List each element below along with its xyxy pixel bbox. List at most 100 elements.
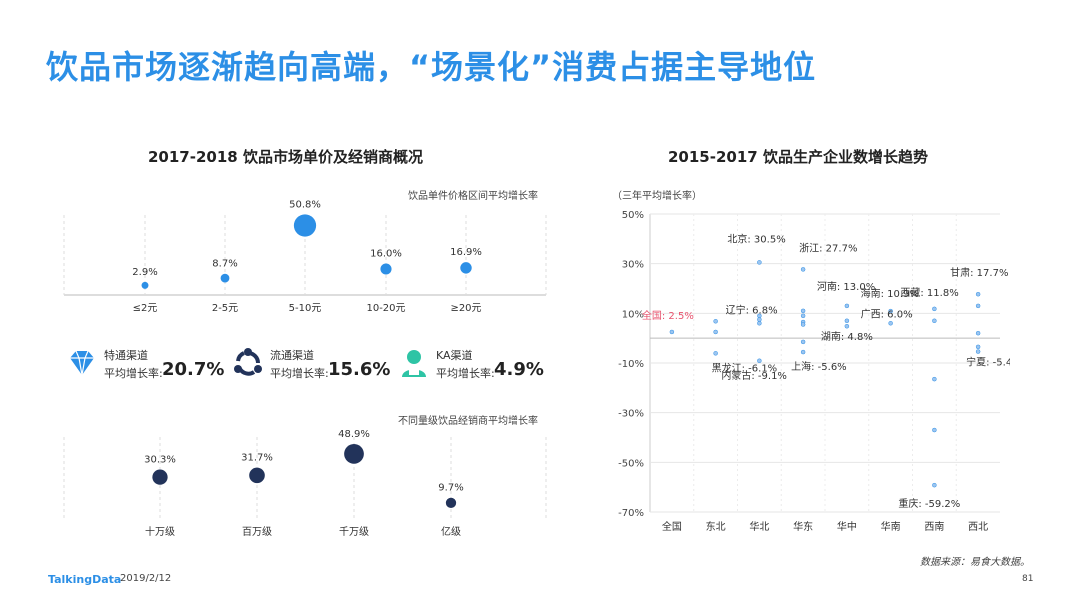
price-category-label: 5-10元 [289, 303, 322, 314]
price-category-label: 2-5元 [212, 303, 238, 314]
region-annotation: 广西: 6.0% [861, 308, 913, 320]
channel-growth-value: 4.9% [494, 359, 544, 380]
price-point [141, 281, 149, 289]
price-value-label: 2.9% [132, 267, 157, 278]
region-point [800, 339, 806, 345]
region-point [844, 318, 850, 324]
price-value-label: 8.7% [212, 259, 237, 270]
region-point [713, 329, 718, 335]
region-point [975, 303, 981, 309]
price-value-label: 16.0% [370, 248, 402, 259]
y-tick-label: -10% [618, 359, 644, 370]
region-annotation: 河南: 13.0% [817, 280, 875, 293]
region-point [888, 308, 893, 314]
dealer-growth-chart: 30.3% 十万级 31.7% 百万级 48.9% 千万级 9.7% 亿级 [63, 429, 547, 538]
y-tick-label: -30% [618, 409, 644, 420]
dealer-value-label: 9.7% [438, 483, 463, 494]
y-unit-label: （三年平均增长率） [612, 191, 702, 202]
x-category-label: 华南 [881, 520, 901, 533]
region-growth-chart: 50% 30% 10% -10% -30% -50% -70% 全国 东北 华北 华东 华中 华南 西南 西… [618, 210, 1010, 533]
dealer-value-label: 30.3% [144, 454, 176, 465]
brand-logo: TalkingData [48, 573, 122, 586]
channel-name: 特通渠道 [104, 349, 148, 362]
channel-growth-value: 15.6% [328, 359, 391, 380]
page-title: 饮品市场逐渐趋向高端，“场景化”消费占据主导地位 [46, 48, 817, 86]
price-category-label: ≥20元 [450, 303, 481, 314]
dealer-category-label: 十万级 [145, 525, 175, 538]
y-tick-label: 50% [622, 210, 644, 221]
price-category-label: ≤2元 [133, 303, 158, 314]
region-annotation: 宁夏: -5.4% [966, 356, 1010, 369]
region-annotation: 甘肃: 17.7% [950, 266, 1008, 279]
region-point [757, 317, 762, 322]
dealer-chart-note: 不同量级饮品经销商平均增长率 [398, 416, 538, 427]
region-annotation: 黑龙江: -6.1% [712, 361, 778, 374]
y-tick-label: 30% [622, 260, 644, 271]
region-annotation: 辽宁: 6.8% [726, 303, 778, 316]
diamond-icon [70, 350, 94, 376]
region-point [932, 318, 937, 324]
dealer-category-label: 亿级 [441, 525, 461, 538]
region-point [757, 260, 762, 265]
y-tick-label: -70% [618, 508, 644, 519]
region-annotation: 上海: -5.6% [791, 360, 847, 373]
channel-growth-value: 20.7% [162, 359, 225, 380]
network-icon [234, 348, 262, 376]
price-point [293, 214, 317, 237]
channel-growth-label: 平均增长率: [436, 367, 495, 380]
region-point [800, 313, 806, 319]
footer-date: 2019/2/12 [120, 573, 172, 584]
right-section-title: 2015-2017 饮品生产企业数增长趋势 [668, 148, 928, 166]
price-category-label: 10-20元 [366, 303, 405, 314]
page-number: 81 [1022, 574, 1034, 584]
person-icon [402, 350, 426, 377]
channel-name: KA渠道 [436, 349, 473, 362]
dealer-category-label: 百万级 [242, 526, 272, 538]
region-point [844, 323, 850, 329]
region-point [932, 482, 937, 488]
x-category-label: 华北 [749, 520, 769, 533]
region-point [975, 330, 981, 336]
source-note: 数据来源：易食大数据。 [920, 557, 1030, 568]
dealer-category-label: 千万级 [339, 526, 369, 538]
region-annotation: 重庆: -59.2% [898, 497, 960, 510]
x-category-label: 华东 [793, 520, 813, 533]
x-category-label: 东北 [706, 520, 726, 533]
channel-name: 流通渠道 [270, 349, 314, 362]
region-point [975, 344, 981, 350]
price-value-label: 50.8% [289, 200, 321, 210]
x-category-label: 全国 [662, 520, 682, 533]
left-section-title: 2017-2018 饮品市场单价及经销商概况 [148, 148, 423, 166]
region-point [932, 376, 937, 382]
price-growth-chart: 2.9% ≤2元 8.7% 2-5元 50.8% 5-10元 16.0% 10-20元 16.9… [63, 200, 547, 314]
dealer-point [445, 497, 457, 509]
price-point [220, 273, 230, 283]
dealer-point [152, 469, 168, 485]
region-point [713, 319, 718, 324]
price-chart-note: 饮品单件价格区间平均增长率 [408, 191, 538, 202]
region-point [975, 291, 981, 297]
region-point [844, 303, 850, 309]
region-annotation: 湖南: 4.8% [821, 330, 873, 343]
channel-growth-label: 平均增长率: [104, 367, 163, 380]
region-annotation: 西藏: 11.8% [900, 287, 958, 299]
region-annotation: 全国: 2.5% [642, 309, 694, 322]
region-annotation: 内蒙古: -9.1% [721, 369, 787, 382]
region-annotation: 浙江: 27.7% [799, 242, 857, 254]
dealer-value-label: 48.9% [338, 429, 370, 440]
x-category-label: 西北 [968, 521, 988, 533]
y-tick-label: -50% [618, 458, 644, 469]
x-category-label: 华中 [837, 520, 857, 533]
x-category-label: 西南 [924, 520, 944, 533]
region-point [757, 321, 762, 326]
y-tick-label: 10% [622, 309, 644, 320]
region-point [713, 351, 718, 356]
price-point [460, 262, 472, 274]
dealer-value-label: 31.7% [241, 453, 273, 464]
region-point [888, 321, 893, 326]
region-point [975, 349, 981, 354]
dealer-point [249, 467, 265, 484]
region-point [800, 267, 806, 272]
dealer-point [344, 444, 364, 464]
region-point [800, 308, 806, 314]
